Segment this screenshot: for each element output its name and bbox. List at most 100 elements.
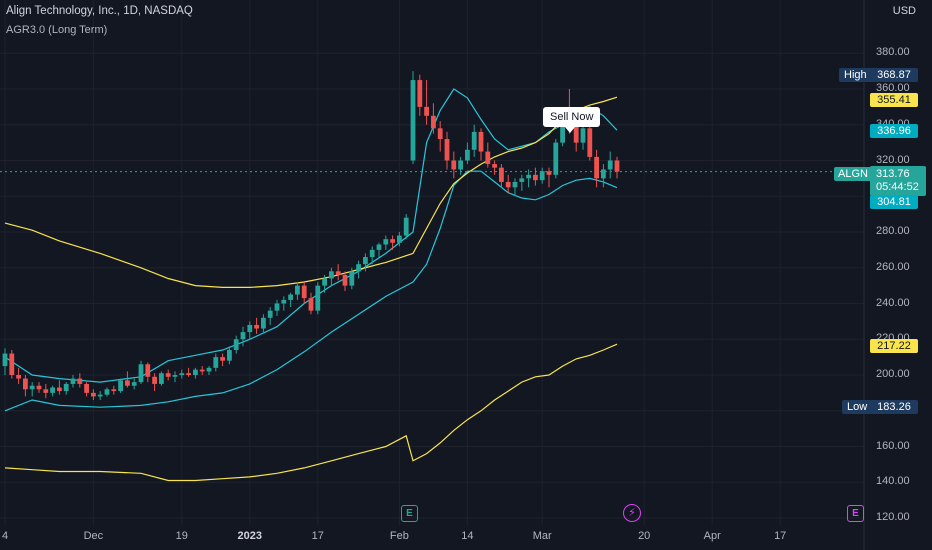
candle-body	[57, 387, 62, 392]
candle	[417, 74, 423, 116]
candle	[369, 246, 375, 265]
candle-body	[580, 128, 586, 143]
candle	[84, 382, 89, 397]
candle-body	[397, 235, 402, 243]
candle	[138, 360, 144, 384]
candle-body	[77, 378, 83, 384]
candle-body	[131, 382, 137, 386]
candle-body	[424, 106, 429, 116]
candle-body	[478, 131, 484, 152]
candle-body	[267, 310, 273, 318]
candle	[295, 282, 300, 300]
candle-body	[512, 181, 518, 188]
candle-body	[444, 139, 450, 161]
candle	[315, 282, 321, 315]
candlesticks	[2, 71, 620, 401]
candle	[233, 335, 239, 354]
candle-body	[560, 115, 565, 143]
candle-body	[9, 353, 15, 375]
candle	[77, 373, 83, 388]
candle-body	[186, 373, 191, 375]
candle	[288, 292, 293, 308]
sell-signal-label: Sell Now	[543, 107, 601, 127]
candle-body	[172, 375, 178, 377]
indicator-legend[interactable]: AGR3.0 (Long Term)	[6, 24, 108, 36]
candle-body	[349, 271, 355, 286]
candle	[281, 296, 287, 311]
candle-body	[274, 303, 280, 311]
candle-body	[342, 274, 348, 286]
earnings-icon[interactable]: E	[401, 505, 418, 522]
candle	[91, 389, 96, 401]
price-tick: 140.00	[876, 475, 910, 488]
candle	[172, 371, 178, 383]
candle	[111, 385, 117, 395]
price-tick: 260.00	[876, 260, 910, 273]
candle-body	[539, 171, 545, 181]
last-price-value: 313.76	[876, 168, 910, 180]
candle	[145, 362, 151, 383]
candle	[179, 369, 185, 379]
candle-body	[587, 128, 593, 157]
candle	[614, 156, 620, 179]
yellow-lower-tag: 217.22	[870, 339, 918, 353]
candle-body	[295, 285, 300, 295]
candle	[152, 373, 157, 392]
candle-body	[356, 264, 361, 272]
candle	[131, 378, 137, 390]
candle-body	[29, 385, 35, 390]
candle-body	[206, 367, 212, 372]
candle	[390, 235, 395, 250]
candle	[410, 71, 416, 165]
candle-body	[471, 131, 477, 150]
candle	[431, 103, 436, 134]
candle-body	[84, 383, 89, 393]
candle-body	[315, 285, 321, 311]
candle-body	[451, 160, 457, 170]
candle	[580, 124, 586, 150]
candle	[471, 124, 477, 157]
candle-body	[63, 383, 69, 392]
candle-body	[322, 278, 327, 286]
candle-body	[410, 80, 416, 161]
lightning-icon[interactable]: ⚡︎	[623, 504, 641, 522]
price-tick: 380.00	[876, 46, 910, 59]
future-earnings-icon[interactable]: E	[847, 505, 864, 522]
candle	[254, 317, 259, 334]
candle	[601, 164, 606, 188]
candle	[478, 128, 484, 161]
upper-band-tag: 336.96	[870, 124, 918, 138]
candle	[193, 367, 198, 379]
candle	[383, 235, 389, 250]
candle-body	[363, 257, 368, 265]
candle	[444, 131, 450, 170]
candle-body	[383, 239, 389, 245]
time-tick: Mar	[532, 530, 552, 542]
candle	[451, 151, 457, 179]
indicator-lines	[4, 88, 618, 482]
bar-countdown: 05:44:52	[876, 181, 919, 193]
candle	[23, 375, 28, 397]
candle	[29, 382, 35, 397]
long-term-low-line	[4, 343, 618, 482]
time-tick: Feb	[389, 530, 409, 542]
candle	[186, 367, 191, 377]
candle	[329, 267, 334, 286]
time-tick: 17	[774, 530, 787, 542]
candle	[376, 242, 382, 258]
price-tick: 280.00	[876, 225, 910, 237]
yellow-upper-tag: 355.41	[870, 93, 918, 107]
candle-body	[329, 271, 334, 279]
candle-body	[227, 349, 232, 361]
candle-body	[70, 378, 76, 384]
candle	[213, 353, 219, 372]
candle	[356, 260, 361, 279]
candle-body	[50, 387, 55, 393]
currency-label[interactable]: USD	[892, 5, 916, 17]
grid-lines	[0, 0, 864, 525]
candle	[267, 307, 273, 325]
sell-signal-pointer	[565, 127, 575, 133]
candle-body	[417, 80, 423, 107]
candle	[526, 169, 531, 188]
